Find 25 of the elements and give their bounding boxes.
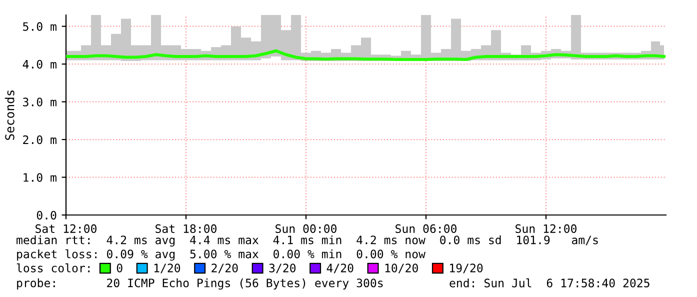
y-tick-label: 2.0 m bbox=[23, 135, 56, 144]
text: median rtt: 4.2 ms avg 4.4 ms max 4.1 ms min 4.2 ms now 0.0 ms sd 101.9 am/s bbox=[16, 235, 598, 247]
x-tick-label: Sun 12:00 bbox=[516, 224, 576, 234]
legend-title: loss color: bbox=[16, 263, 90, 272]
y-tick-label: 4.0 m bbox=[22, 60, 56, 69]
legend-label: 0 bbox=[116, 264, 122, 272]
x-tick-label: Sun 06:00 bbox=[396, 224, 456, 234]
text: packet loss: 0.09 % avg 5.00 % max 0.00 % min 0.00 % now bbox=[17, 249, 426, 261]
legend-label: 3/20 bbox=[269, 264, 296, 274]
legend-label: 1/20 bbox=[154, 264, 180, 274]
y-tick-label: 0.0 bbox=[36, 210, 56, 220]
legend-label: 19/20 bbox=[450, 264, 483, 274]
y-tick-label: 5.0 m bbox=[23, 22, 56, 31]
x-tick-label: Sun 00:00 bbox=[276, 224, 336, 234]
text: end: Sun Jul 6 17:58:40 2025 bbox=[450, 278, 650, 288]
legend-label: 4/20 bbox=[326, 264, 354, 274]
legend-label: 10/20 bbox=[385, 264, 418, 274]
y-tick-label: 1.0 m bbox=[24, 173, 56, 182]
line-series bbox=[66, 49, 666, 62]
y-axis-title: Seconds bbox=[4, 90, 14, 140]
x-tick-label: Sat 12:00 bbox=[36, 224, 96, 234]
legend-label: 2/20 bbox=[212, 264, 238, 274]
y-tick-label: 3.0 m bbox=[23, 98, 56, 106]
text: probe: 20 ICMP Echo Pings (56 Bytes) every 300s bbox=[17, 278, 383, 290]
x-tick-label: Sat 18:00 bbox=[156, 224, 216, 234]
